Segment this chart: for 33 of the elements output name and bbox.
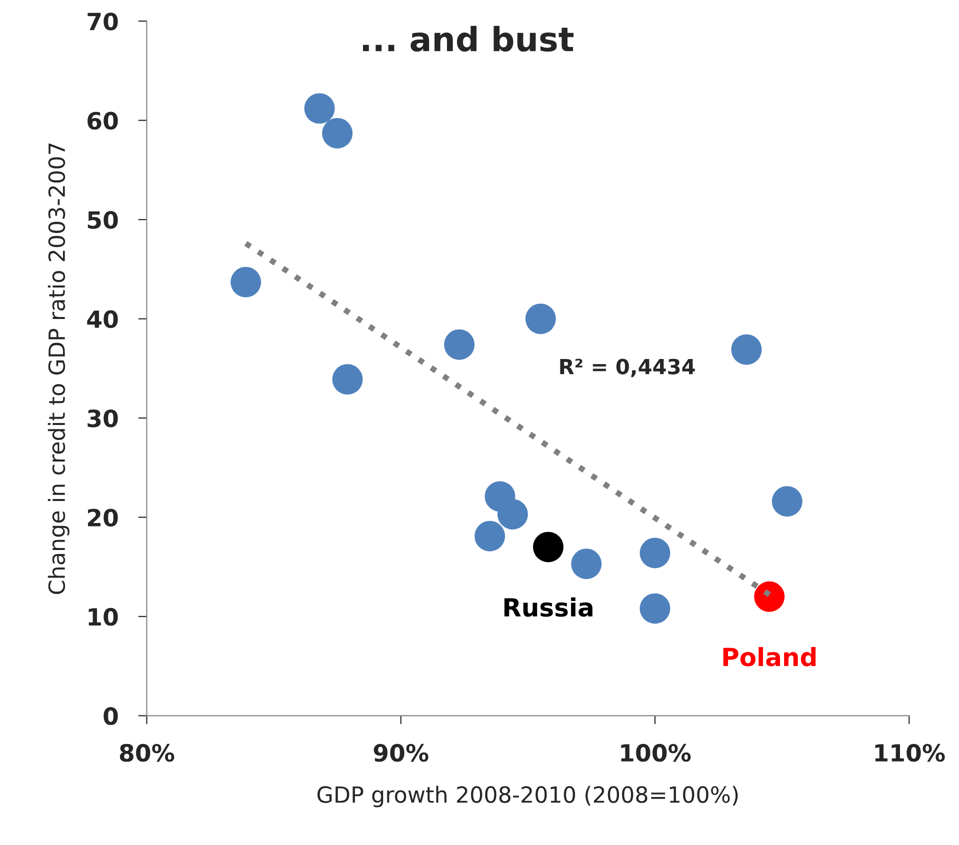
point bbox=[474, 520, 506, 552]
x-tick-label: 110% bbox=[875, 744, 945, 762]
y-tick-label: 40 bbox=[87, 310, 118, 328]
point bbox=[731, 334, 762, 365]
point bbox=[754, 581, 785, 612]
point bbox=[640, 593, 670, 624]
point bbox=[444, 329, 475, 360]
y-tick-label: 60 bbox=[88, 112, 118, 130]
point bbox=[772, 486, 802, 517]
x-tick-label: 80% bbox=[120, 744, 174, 762]
point bbox=[571, 548, 602, 580]
y-tick-label: 30 bbox=[88, 409, 118, 428]
series-label: Poland bbox=[723, 647, 816, 666]
point bbox=[640, 538, 670, 568]
y-tick-label: 0 bbox=[104, 707, 118, 726]
annotation: R² = 0,4434 bbox=[560, 358, 695, 378]
point bbox=[230, 266, 262, 298]
point bbox=[533, 532, 564, 562]
series-label: Russia bbox=[504, 597, 592, 617]
point bbox=[304, 93, 335, 124]
point bbox=[332, 364, 363, 395]
point bbox=[525, 304, 556, 334]
y-tick-label: 20 bbox=[88, 508, 118, 527]
y-tick-label: 70 bbox=[88, 12, 118, 30]
point bbox=[322, 118, 353, 148]
y-tick-label: 10 bbox=[88, 608, 118, 626]
y-tick-label: 50 bbox=[88, 211, 118, 229]
chart-title: ... and bust bbox=[363, 26, 574, 52]
x-axis-title: GDP growth 2008-2010 (2008=100%) bbox=[317, 786, 738, 808]
y-axis-title: Change in credit to GDP ratio 2003-2007 bbox=[48, 143, 70, 594]
x-tick-label: 90% bbox=[374, 744, 428, 762]
x-tick-label: 100% bbox=[621, 744, 691, 762]
point bbox=[497, 499, 528, 530]
